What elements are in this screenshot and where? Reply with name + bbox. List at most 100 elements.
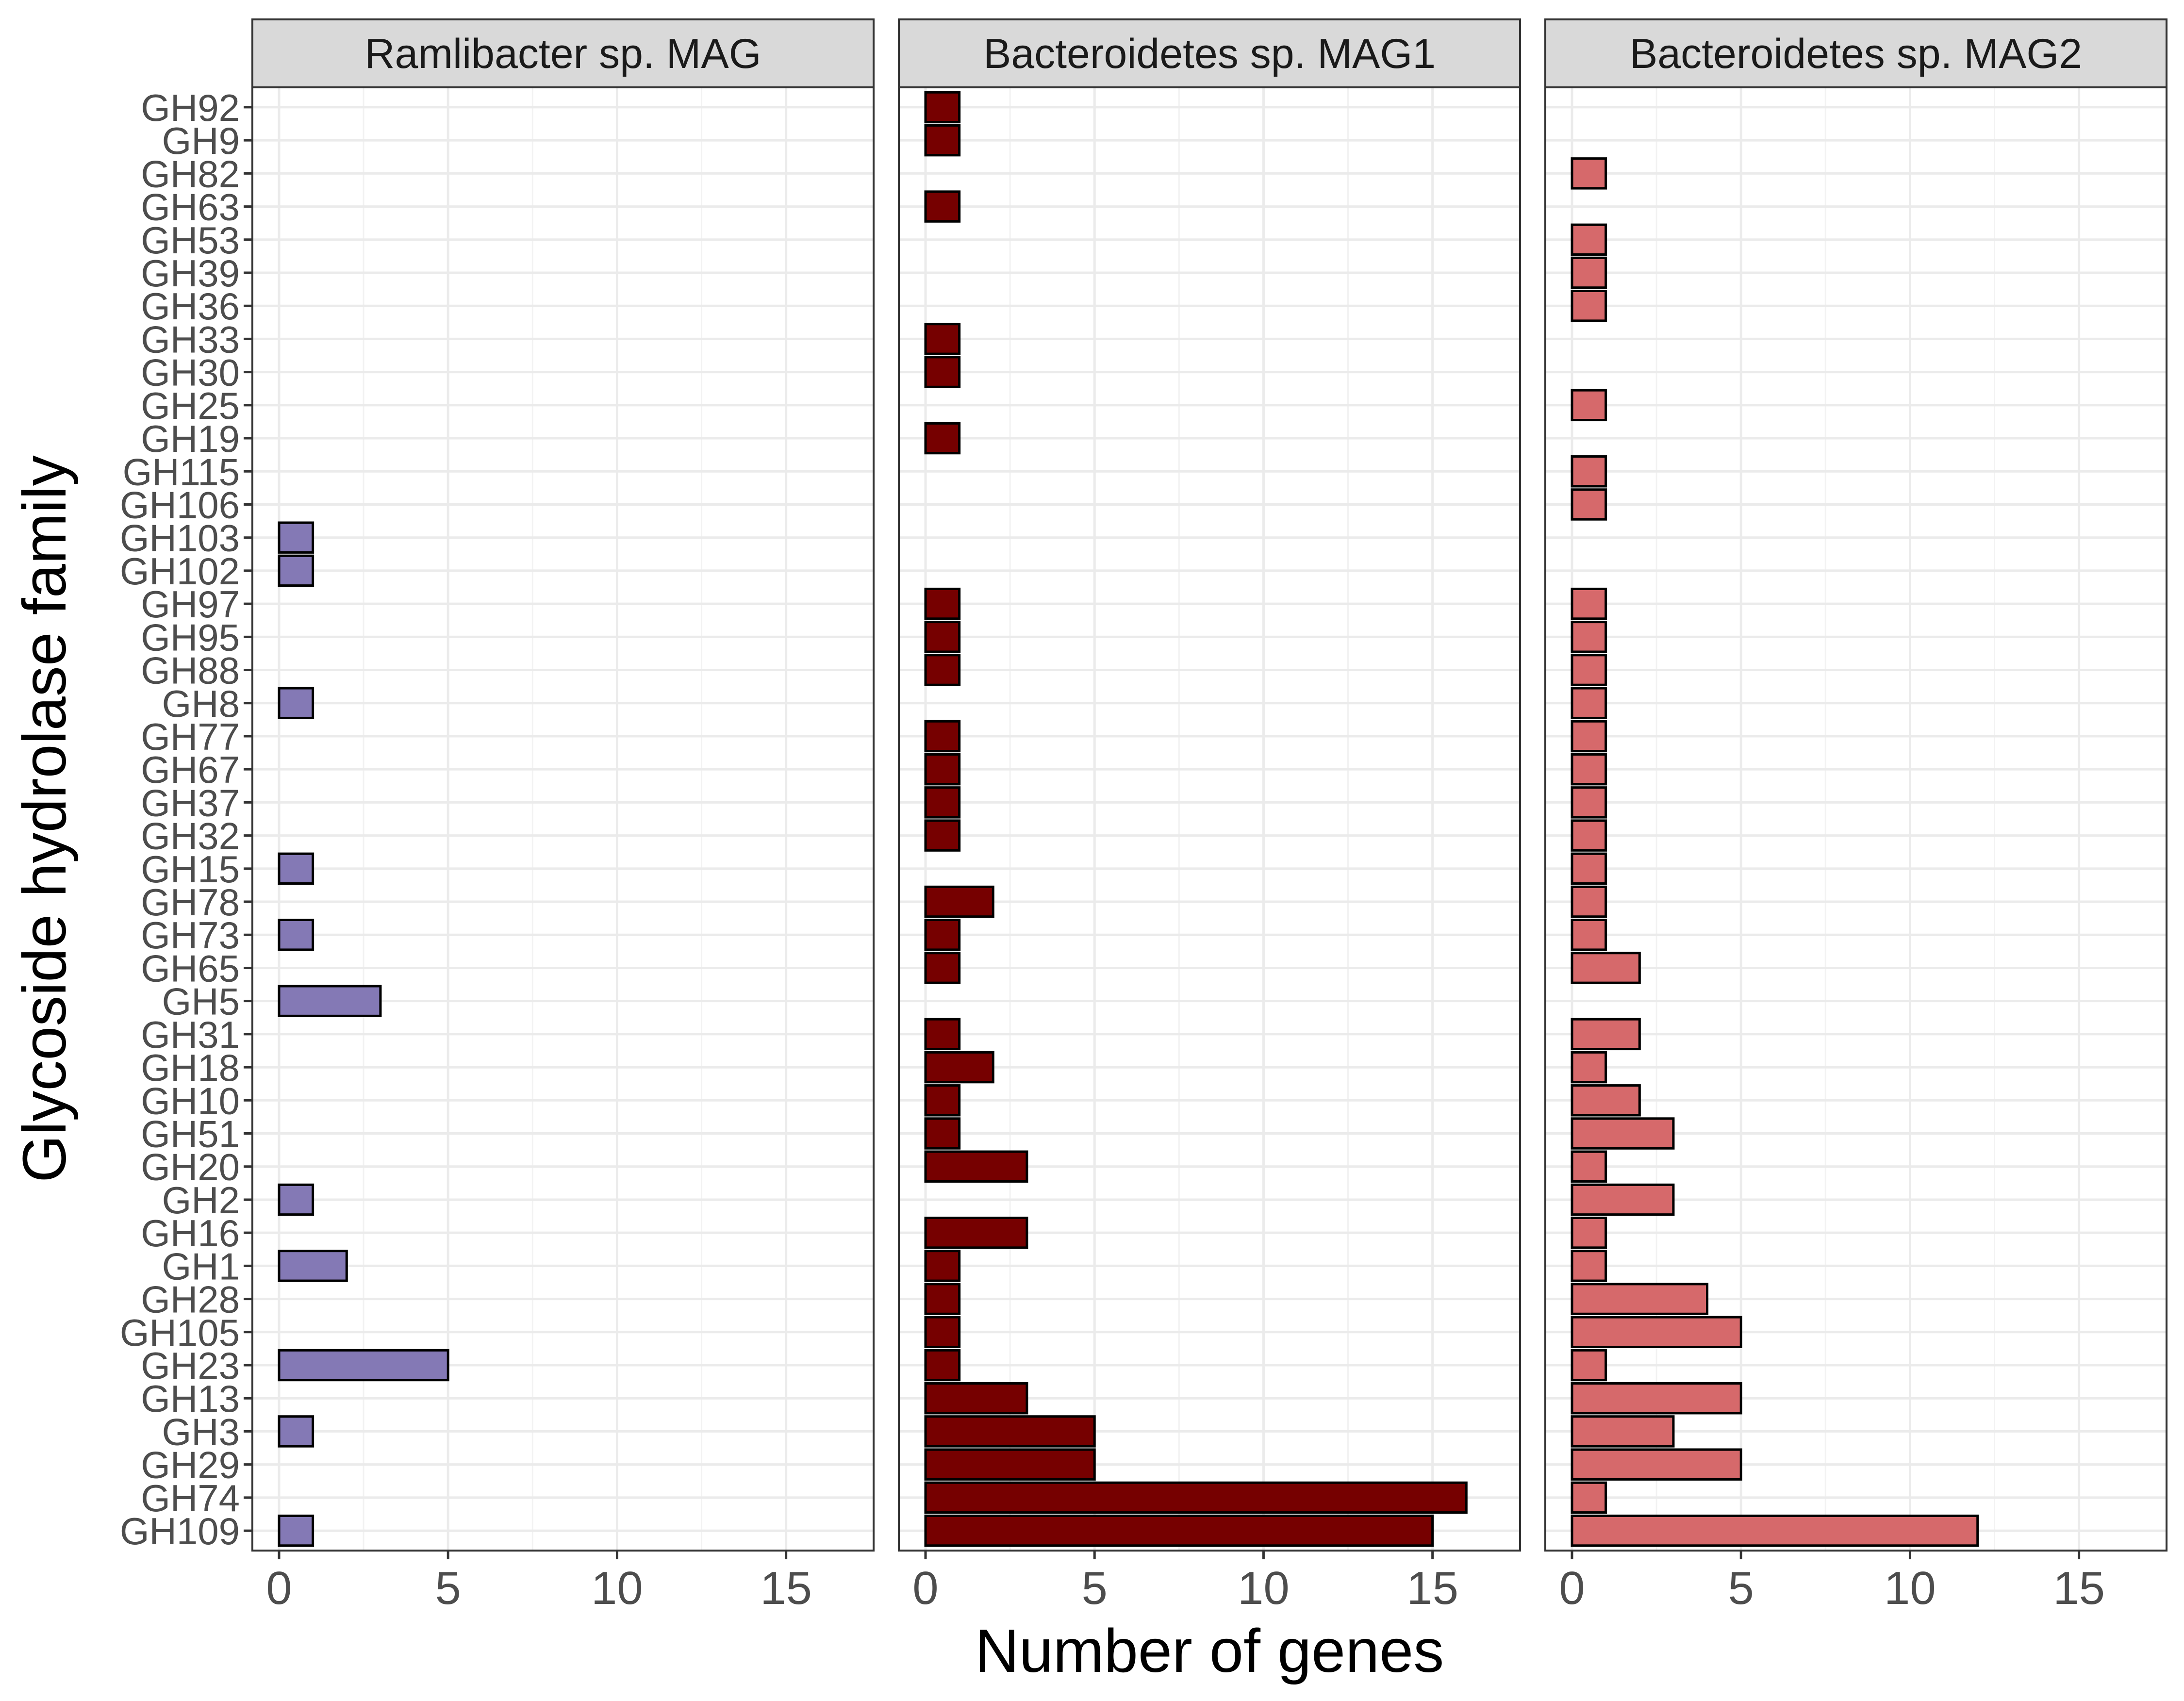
x-tick-label: 5	[435, 1562, 461, 1614]
x-tick-label: 15	[760, 1562, 812, 1614]
y-tick-label: GH31	[141, 1013, 240, 1056]
bar	[1571, 1514, 1979, 1547]
bar	[278, 985, 382, 1017]
y-tick-label: GH39	[141, 252, 240, 295]
bar	[1571, 488, 1607, 521]
y-tick-label: GH30	[141, 351, 240, 394]
bar	[278, 521, 314, 554]
bar	[1571, 1084, 1641, 1117]
y-tick-label: GH115	[123, 450, 240, 493]
bar	[278, 1415, 314, 1448]
bar	[924, 1117, 961, 1150]
y-tick-label: GH74	[141, 1477, 240, 1519]
bar	[1571, 852, 1607, 885]
y-tick-label: GH51	[141, 1113, 240, 1156]
y-tick-label: GH9	[162, 119, 240, 162]
bar	[1571, 885, 1607, 918]
bar	[1571, 1216, 1607, 1249]
bar	[1571, 1250, 1607, 1282]
bar	[1571, 1316, 1742, 1348]
y-axis-title: Glycoside hydrolase family	[10, 455, 79, 1183]
bar	[1571, 1150, 1607, 1183]
x-axis-title: Number of genes	[975, 1617, 1444, 1685]
y-tick-label: GH53	[141, 219, 240, 262]
bar	[1571, 587, 1607, 620]
bar	[924, 91, 961, 124]
facet-strip-label: Ramlibacter sp. MAG	[364, 31, 761, 77]
bar	[924, 1216, 1028, 1249]
bar	[1571, 1051, 1607, 1084]
y-tick-label: GH15	[141, 848, 240, 891]
y-tick-label: GH18	[141, 1046, 240, 1089]
bar	[1571, 1117, 1675, 1150]
bar	[1571, 720, 1607, 753]
x-tick-label: 0	[266, 1562, 292, 1614]
facet-strip	[898, 18, 1521, 88]
y-tick-label: GH105	[120, 1311, 240, 1354]
bar	[924, 1415, 1096, 1448]
x-tick-label: 15	[1406, 1562, 1458, 1614]
bar	[1571, 952, 1641, 984]
bar	[1571, 753, 1607, 786]
y-tick-label: GH106	[120, 483, 240, 526]
bar	[1571, 223, 1607, 256]
panel-background	[252, 87, 874, 1551]
bar	[1571, 1183, 1675, 1216]
y-tick-label: GH65	[141, 947, 240, 990]
y-tick-label: GH25	[141, 384, 240, 427]
x-tick-label: 5	[1728, 1562, 1754, 1614]
bar	[1571, 621, 1607, 653]
panel-background	[899, 87, 1520, 1551]
bar	[1571, 157, 1607, 190]
y-tick-label: GH5	[162, 980, 240, 1023]
bar	[924, 1150, 1028, 1183]
bar	[924, 1283, 961, 1315]
bar	[1571, 687, 1607, 719]
bar	[924, 587, 961, 620]
bar	[924, 1481, 1468, 1514]
bar	[278, 852, 314, 885]
bar	[924, 422, 961, 455]
bar	[278, 554, 314, 587]
x-tick-label: 5	[1082, 1562, 1108, 1614]
y-tick-label: GH37	[141, 781, 240, 824]
y-tick-label: GH63	[141, 186, 240, 229]
y-tick-label: GH103	[120, 517, 240, 560]
y-tick-label: GH109	[120, 1510, 240, 1552]
bar	[1571, 1415, 1675, 1448]
y-tick-label: GH97	[141, 583, 240, 626]
y-tick-label: GH77	[141, 715, 240, 758]
y-tick-label: GH78	[141, 881, 240, 924]
bar	[278, 687, 314, 719]
y-tick-label: GH29	[141, 1444, 240, 1486]
bar	[924, 885, 994, 918]
bar	[1571, 654, 1607, 686]
y-tick-label: GH67	[141, 748, 240, 791]
bar	[924, 753, 961, 786]
y-tick-label: GH19	[141, 417, 240, 460]
facet-strip	[1544, 18, 2167, 88]
bar	[1571, 389, 1607, 422]
y-tick-label: GH92	[141, 86, 240, 129]
bar	[278, 919, 314, 951]
bar	[1571, 1283, 1709, 1315]
bar	[1571, 455, 1607, 488]
x-tick-label: 10	[1884, 1562, 1936, 1614]
bar	[924, 1448, 1096, 1481]
bar	[924, 952, 961, 984]
y-tick-label: GH73	[141, 914, 240, 957]
bar	[924, 323, 961, 355]
bar	[1571, 1382, 1742, 1415]
bar	[278, 1183, 314, 1216]
bar	[924, 819, 961, 852]
bar	[1571, 1448, 1742, 1481]
y-tick-label: GH23	[141, 1344, 240, 1387]
x-tick-label: 10	[591, 1562, 643, 1614]
y-tick-label: GH82	[141, 152, 240, 195]
x-tick-label: 0	[912, 1562, 938, 1614]
y-tick-label: GH8	[162, 682, 240, 725]
facet-strip	[251, 18, 875, 88]
bar	[1571, 1018, 1641, 1051]
bar	[1571, 819, 1607, 852]
